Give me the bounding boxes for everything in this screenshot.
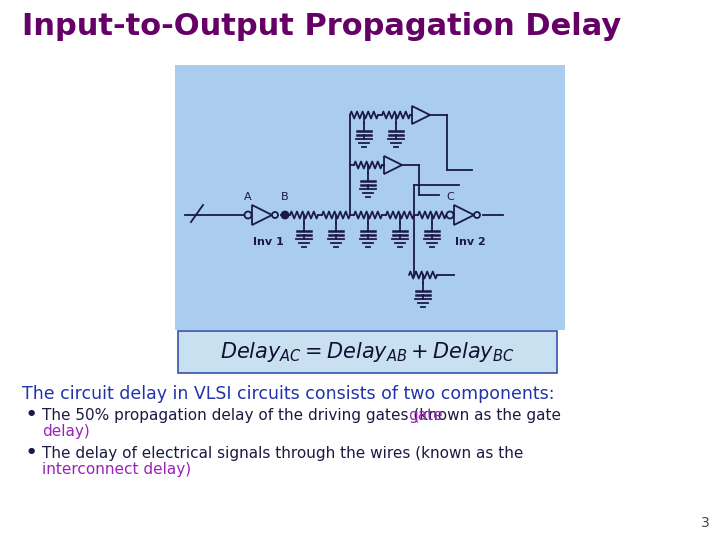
Text: $\mathit{Delay}_{AC} = \mathit{Delay}_{AB} + \mathit{Delay}_{BC}$: $\mathit{Delay}_{AC} = \mathit{Delay}_{A… — [220, 340, 515, 364]
Text: ●: ● — [28, 408, 35, 417]
Text: interconnect delay): interconnect delay) — [42, 462, 191, 477]
FancyBboxPatch shape — [175, 65, 565, 330]
Text: ●: ● — [28, 446, 35, 455]
Circle shape — [446, 212, 454, 219]
Text: A: A — [244, 192, 252, 202]
Text: The delay of electrical signals through the wires (known as the: The delay of electrical signals through … — [42, 446, 523, 461]
Circle shape — [474, 212, 480, 218]
Text: 3: 3 — [701, 516, 710, 530]
Text: C: C — [446, 192, 454, 202]
Polygon shape — [412, 106, 430, 124]
Polygon shape — [454, 205, 474, 225]
Text: Input-to-Output Propagation Delay: Input-to-Output Propagation Delay — [22, 12, 621, 41]
Polygon shape — [252, 205, 272, 225]
Text: The circuit delay in VLSI circuits consists of two components:: The circuit delay in VLSI circuits consi… — [22, 385, 554, 403]
Text: Inv 2: Inv 2 — [454, 237, 485, 247]
Circle shape — [245, 212, 251, 219]
Text: The 50% propagation delay of the driving gates (known as the gate: The 50% propagation delay of the driving… — [42, 408, 561, 423]
Text: B: B — [282, 192, 289, 202]
Text: Inv 1: Inv 1 — [253, 237, 284, 247]
Circle shape — [282, 212, 289, 219]
FancyBboxPatch shape — [178, 331, 557, 373]
Circle shape — [272, 212, 278, 218]
Polygon shape — [384, 156, 402, 174]
Text: gate: gate — [408, 408, 443, 423]
Text: delay): delay) — [42, 424, 90, 439]
